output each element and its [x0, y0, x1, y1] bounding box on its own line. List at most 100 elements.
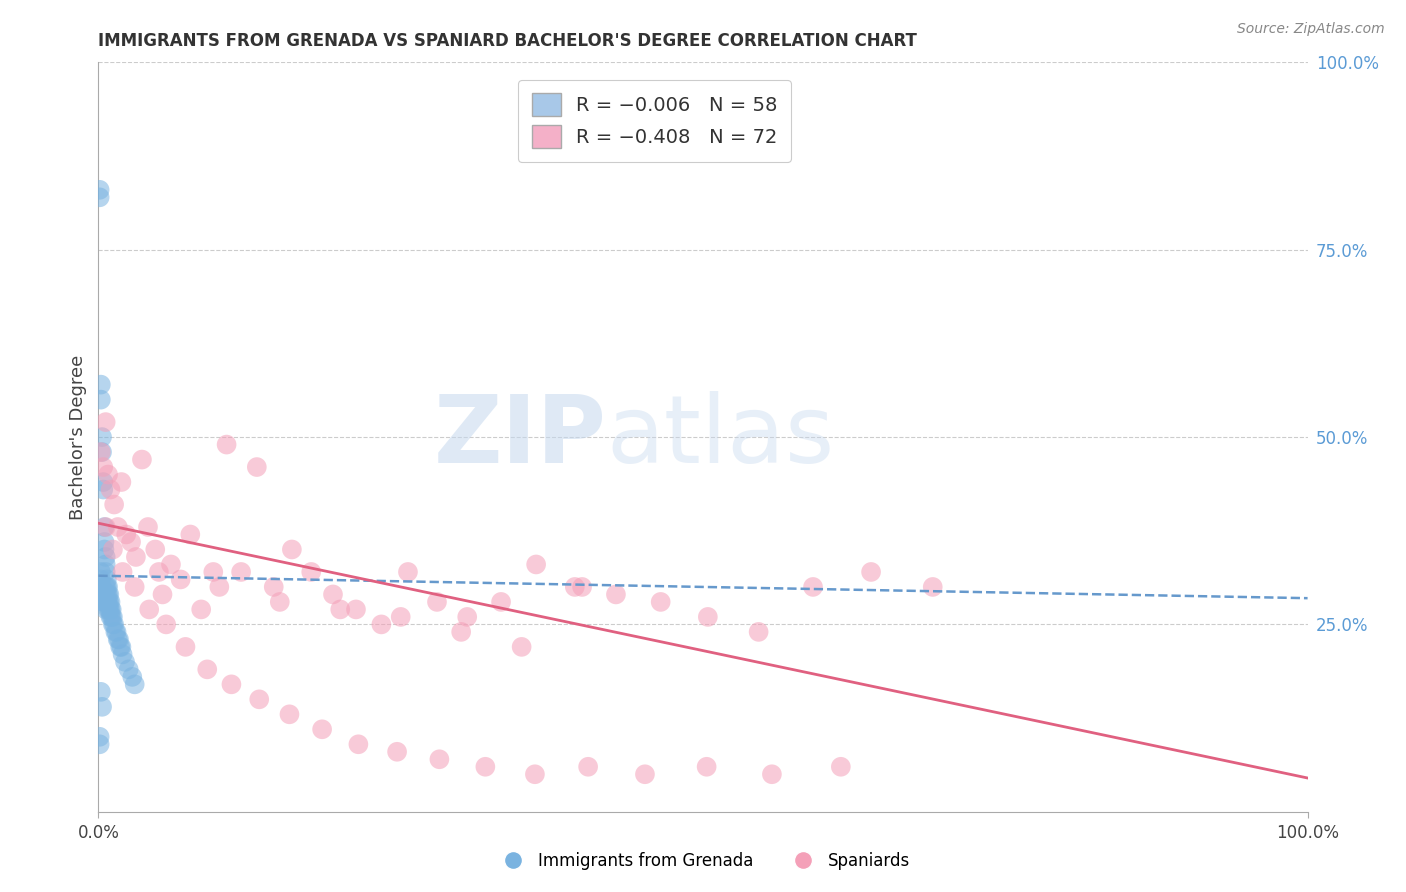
Point — [108, 640, 131, 654]
Point — [263, 580, 285, 594]
Point — [96, 573, 118, 587]
Point — [524, 558, 547, 572]
Point — [299, 565, 322, 579]
Point — [155, 617, 177, 632]
Point — [94, 520, 117, 534]
Point — [124, 677, 146, 691]
Point — [93, 595, 115, 609]
Point — [94, 558, 117, 572]
Point — [94, 602, 117, 616]
Point — [107, 520, 129, 534]
Point — [229, 565, 252, 579]
Point — [100, 602, 122, 616]
Point — [90, 445, 112, 459]
Point — [830, 760, 852, 774]
Point — [97, 595, 120, 609]
Point — [456, 610, 478, 624]
Legend: Immigrants from Grenada, Spaniards: Immigrants from Grenada, Spaniards — [489, 846, 917, 877]
Point — [91, 587, 114, 601]
Point — [121, 670, 143, 684]
Point — [311, 723, 333, 737]
Point — [101, 610, 124, 624]
Point — [101, 617, 124, 632]
Point — [101, 542, 124, 557]
Point — [169, 573, 191, 587]
Point — [370, 617, 392, 632]
Point — [202, 565, 225, 579]
Point — [97, 580, 120, 594]
Point — [195, 662, 218, 676]
Point — [510, 640, 533, 654]
Point — [329, 602, 352, 616]
Point — [98, 602, 121, 616]
Point — [93, 520, 115, 534]
Point — [98, 587, 121, 601]
Point — [91, 595, 114, 609]
Point — [96, 595, 118, 609]
Point — [269, 595, 291, 609]
Point — [120, 535, 142, 549]
Point — [396, 565, 419, 579]
Point — [103, 617, 125, 632]
Point — [385, 745, 408, 759]
Point — [564, 580, 586, 594]
Point — [208, 580, 231, 594]
Point — [98, 595, 121, 609]
Point — [89, 183, 111, 197]
Point — [110, 640, 132, 654]
Point — [105, 624, 128, 639]
Point — [91, 460, 114, 475]
Point — [143, 542, 166, 557]
Point — [131, 452, 153, 467]
Point — [118, 662, 141, 676]
Point — [221, 677, 243, 691]
Point — [90, 685, 112, 699]
Point — [489, 595, 512, 609]
Point — [605, 587, 627, 601]
Point — [748, 624, 770, 639]
Point — [100, 610, 122, 624]
Point — [347, 737, 370, 751]
Point — [152, 587, 174, 601]
Point — [136, 520, 159, 534]
Point — [761, 767, 783, 781]
Point — [100, 602, 122, 616]
Point — [91, 587, 114, 601]
Point — [921, 580, 943, 594]
Point — [179, 527, 201, 541]
Point — [89, 190, 111, 204]
Point — [94, 580, 117, 594]
Point — [148, 565, 170, 579]
Point — [571, 580, 593, 594]
Point — [89, 737, 111, 751]
Point — [696, 610, 718, 624]
Point — [281, 542, 304, 557]
Point — [91, 445, 114, 459]
Point — [389, 610, 412, 624]
Point — [450, 624, 472, 639]
Point — [247, 692, 270, 706]
Point — [174, 640, 197, 654]
Point — [322, 587, 344, 601]
Point — [114, 655, 136, 669]
Point — [115, 527, 138, 541]
Text: ZIP: ZIP — [433, 391, 606, 483]
Point — [523, 767, 546, 781]
Y-axis label: Bachelor's Degree: Bachelor's Degree — [69, 354, 87, 520]
Point — [91, 580, 114, 594]
Point — [125, 549, 148, 564]
Point — [426, 595, 449, 609]
Point — [90, 392, 112, 407]
Point — [104, 624, 127, 639]
Point — [94, 549, 117, 564]
Point — [246, 460, 269, 475]
Text: IMMIGRANTS FROM GRENADA VS SPANIARD BACHELOR'S DEGREE CORRELATION CHART: IMMIGRANTS FROM GRENADA VS SPANIARD BACH… — [98, 32, 917, 50]
Point — [474, 760, 496, 774]
Point — [190, 602, 212, 616]
Point — [103, 498, 125, 512]
Point — [91, 475, 114, 489]
Point — [97, 587, 120, 601]
Point — [96, 587, 118, 601]
Legend: R = −0.006   N = 58, R = −0.408   N = 72: R = −0.006 N = 58, R = −0.408 N = 72 — [517, 79, 792, 161]
Point — [160, 558, 183, 572]
